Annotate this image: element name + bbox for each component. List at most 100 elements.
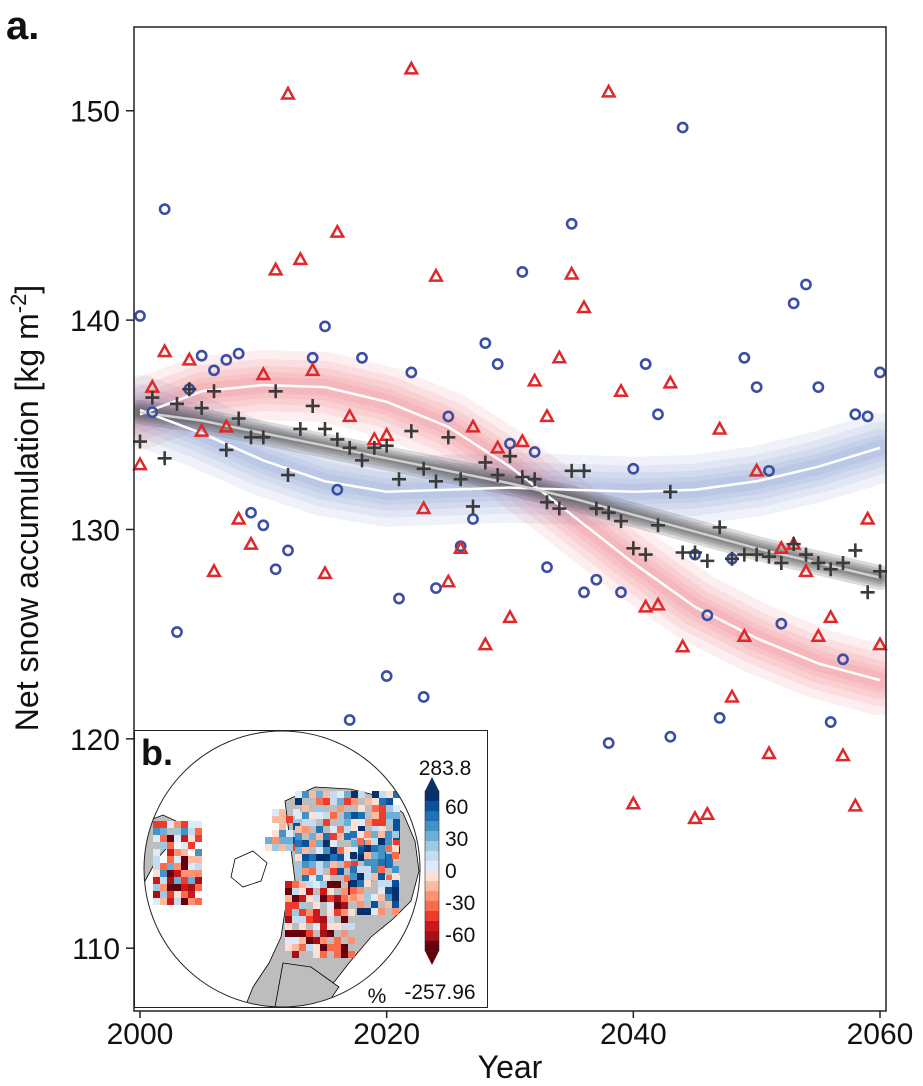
map-cell xyxy=(378,845,385,852)
circle-point xyxy=(356,351,368,364)
map-cell xyxy=(309,875,316,882)
map-cell xyxy=(316,826,323,833)
plus-point xyxy=(281,468,295,483)
map-cell xyxy=(313,944,320,951)
map-cell xyxy=(393,791,400,798)
plus-point xyxy=(392,472,406,487)
map-cell xyxy=(188,842,195,849)
circle-point xyxy=(158,203,171,216)
map-cell xyxy=(392,887,399,894)
map-cell xyxy=(272,809,279,816)
map-cell xyxy=(341,923,348,930)
map-cell xyxy=(385,845,392,852)
map-cell xyxy=(334,923,341,930)
y-axis: 110 120 130 140 150 xyxy=(70,96,134,966)
map-cell xyxy=(386,854,393,861)
circle-point xyxy=(282,544,294,557)
triangle-point xyxy=(687,809,703,825)
map-cell xyxy=(378,859,385,866)
map-cell xyxy=(279,837,286,844)
plus-point xyxy=(416,461,431,476)
map-cell xyxy=(313,923,320,930)
map-cell xyxy=(272,816,279,823)
map-cell xyxy=(285,895,292,902)
plus-point xyxy=(490,468,505,483)
uncertainty-bands xyxy=(134,350,886,716)
map-cell xyxy=(299,930,306,937)
triangle-point xyxy=(415,499,432,515)
map-cell xyxy=(337,826,344,833)
plus-point xyxy=(503,449,517,464)
plus-point xyxy=(170,396,184,411)
map-cell xyxy=(279,830,286,837)
triangle-point xyxy=(428,267,444,282)
map-cell xyxy=(313,916,320,923)
plus-point xyxy=(651,518,665,533)
map-cell xyxy=(371,901,378,908)
plus-point xyxy=(725,551,739,566)
map-cell xyxy=(323,791,330,798)
map-cell xyxy=(299,888,306,895)
map-cell xyxy=(392,831,399,838)
map-cell xyxy=(348,937,355,944)
colorbar-tick-label: -30 xyxy=(445,892,475,915)
map-cell xyxy=(323,861,330,868)
map-cell xyxy=(167,842,174,849)
triangle-point xyxy=(674,638,691,653)
map-cell xyxy=(286,844,293,851)
map-cell xyxy=(167,870,174,877)
map-cell xyxy=(348,923,355,930)
map-cell xyxy=(153,898,160,905)
map-cell xyxy=(309,819,316,826)
map-cell xyxy=(174,884,181,891)
map-cell xyxy=(327,909,334,916)
plus-point xyxy=(527,472,542,487)
map-cell xyxy=(357,894,364,901)
y-tick-label: 120 xyxy=(70,724,120,757)
map-cell xyxy=(344,819,351,826)
circle-point xyxy=(874,366,886,379)
x-axis-title: Year xyxy=(478,1049,543,1085)
map-cell xyxy=(272,844,279,851)
plot-frame xyxy=(133,26,887,1012)
map-cell xyxy=(153,828,160,835)
triangle-point xyxy=(255,365,272,381)
map-cell xyxy=(364,908,371,915)
circle-point xyxy=(861,410,874,423)
map-cell xyxy=(160,884,167,891)
map-cell xyxy=(320,951,327,958)
map-cell xyxy=(364,894,371,901)
map-cell xyxy=(285,881,292,888)
colorbar-segment xyxy=(425,801,439,812)
map-cell xyxy=(153,863,160,870)
colorbar-segment xyxy=(425,901,439,912)
map-cell xyxy=(188,891,195,898)
triangle-point xyxy=(859,510,876,525)
triangle-point xyxy=(551,349,568,364)
triangle-point xyxy=(736,627,753,642)
circle-point xyxy=(269,563,282,576)
plus-point xyxy=(145,390,160,405)
plus-point xyxy=(515,470,530,485)
map-cell xyxy=(174,835,181,842)
map-cell xyxy=(309,868,316,875)
circle-point xyxy=(134,310,146,322)
plus-point xyxy=(799,547,813,562)
triangle-point xyxy=(539,407,555,423)
map-cell xyxy=(351,861,358,868)
map-cell xyxy=(299,895,306,902)
map-cell xyxy=(357,873,364,880)
map-cell xyxy=(341,895,348,902)
trend-line xyxy=(139,408,881,494)
map-cell xyxy=(167,863,174,870)
map-cell xyxy=(330,798,337,805)
triangle-point xyxy=(526,372,543,387)
map-cell xyxy=(393,819,400,826)
map-cell xyxy=(292,895,299,902)
map-cell xyxy=(181,863,188,870)
map-cell xyxy=(323,875,330,882)
plus-point xyxy=(256,430,271,445)
circle-point xyxy=(800,278,812,291)
map-cell xyxy=(344,791,351,798)
